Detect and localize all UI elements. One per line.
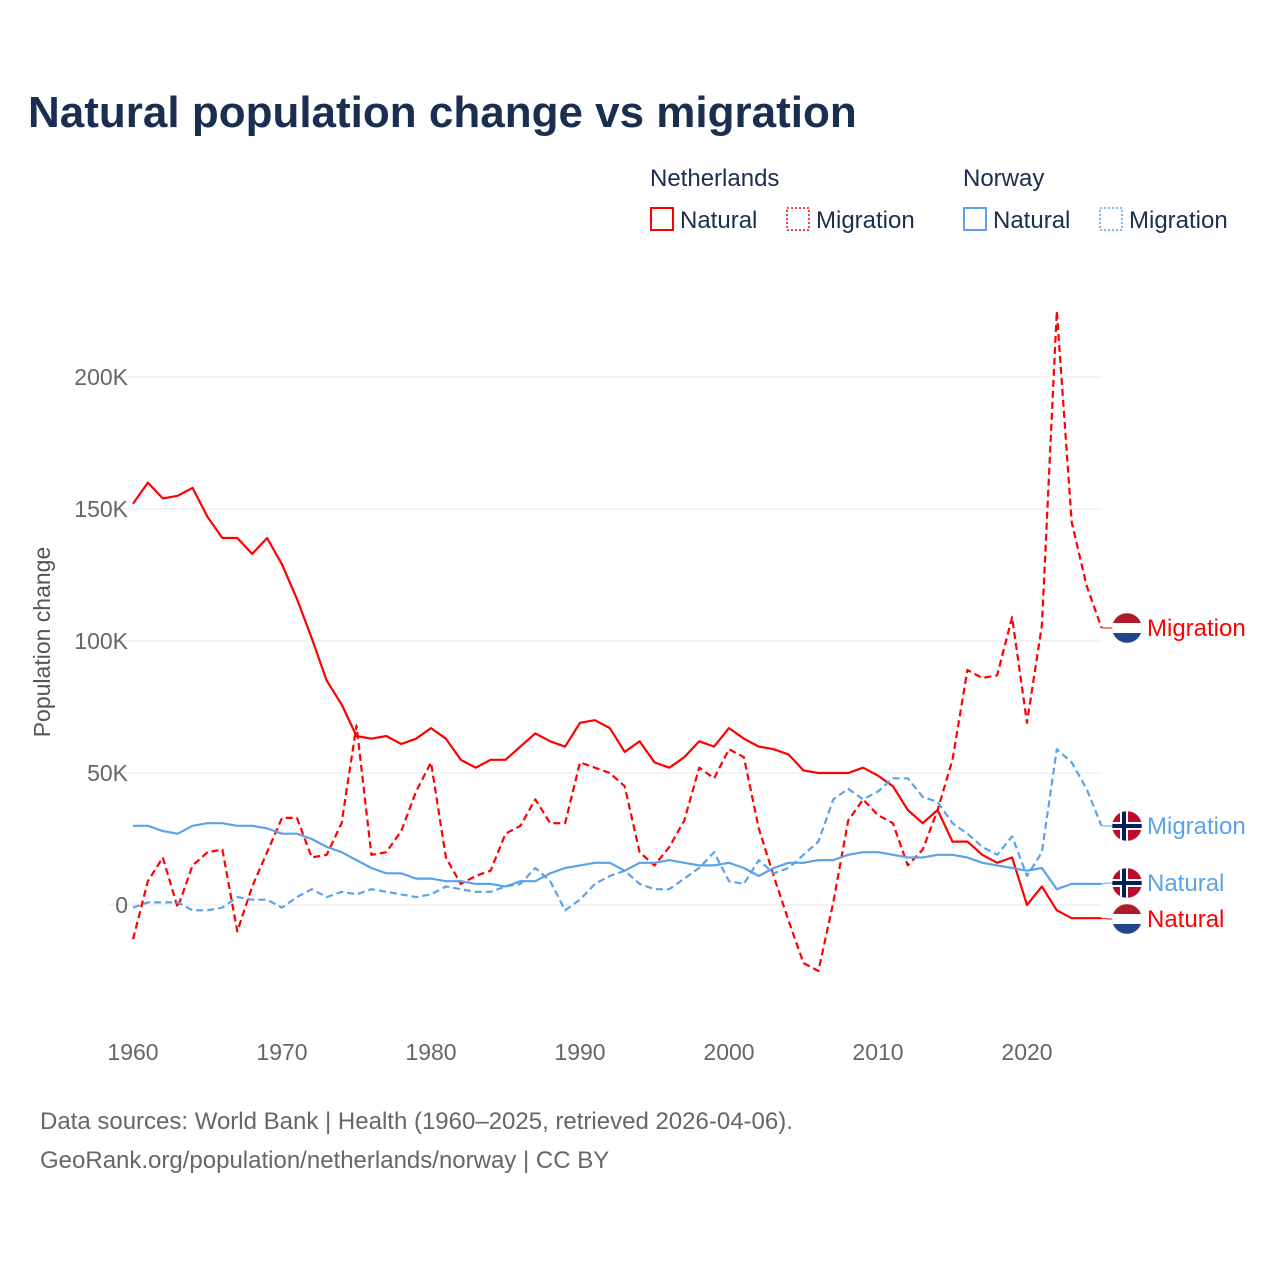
series-line-norway-natural xyxy=(133,822,1102,891)
y-tick-label: 100K xyxy=(74,628,128,654)
legend-group-norway: Norway xyxy=(963,165,1044,192)
end-label-norway-migration: Migration xyxy=(1147,813,1246,840)
y-axis-label: Population change xyxy=(29,547,55,738)
x-tick-label: 2010 xyxy=(852,1039,903,1065)
legend-item-migration: Migration xyxy=(816,207,915,234)
end-label-connector xyxy=(1101,882,1112,885)
series-line-netherlands-migration xyxy=(131,309,1103,973)
x-tick-label: 1980 xyxy=(405,1039,456,1065)
legend-item-migration: Migration xyxy=(1129,207,1228,234)
x-tick-label: 1970 xyxy=(256,1039,307,1065)
end-label-netherlands-natural: Natural xyxy=(1147,906,1224,933)
x-tick-label: 2020 xyxy=(1001,1039,1052,1065)
legend-item-natural: Natural xyxy=(680,207,757,234)
x-tick-label: 1960 xyxy=(107,1039,158,1065)
netherlands-flag-icon xyxy=(1111,903,1143,935)
y-tick-label: 150K xyxy=(74,496,128,522)
legend-group-netherlands: Netherlands xyxy=(650,165,779,192)
end-label-connector xyxy=(1101,917,1112,920)
norway-flag-icon xyxy=(1111,867,1143,899)
y-tick-label: 0 xyxy=(115,892,128,918)
x-tick-label: 2000 xyxy=(703,1039,754,1065)
legend-swatch-natural xyxy=(963,207,987,231)
x-tick-label: 1990 xyxy=(554,1039,605,1065)
legend-swatch-migration xyxy=(786,207,810,231)
end-label-norway-natural: Natural xyxy=(1147,870,1224,897)
norway-flag-icon xyxy=(1111,810,1143,842)
chart-title: Natural population change vs migration xyxy=(28,88,857,137)
y-tick-label: 200K xyxy=(74,364,128,390)
netherlands-flag-icon xyxy=(1111,612,1143,644)
y-tick-label: 50K xyxy=(87,760,129,786)
legend-swatch-migration xyxy=(1099,207,1123,231)
legend-swatch-natural xyxy=(650,207,674,231)
series-line-norway-migration xyxy=(132,748,1103,912)
source-url[interactable]: GeoRank.org/population/netherlands/norwa… xyxy=(40,1147,610,1174)
end-label-netherlands-migration: Migration xyxy=(1147,615,1246,642)
legend-item-natural: Natural xyxy=(993,207,1070,234)
source-note: Data sources: World Bank | Health (1960–… xyxy=(40,1108,793,1135)
series-line-netherlands-natural xyxy=(132,481,1102,920)
